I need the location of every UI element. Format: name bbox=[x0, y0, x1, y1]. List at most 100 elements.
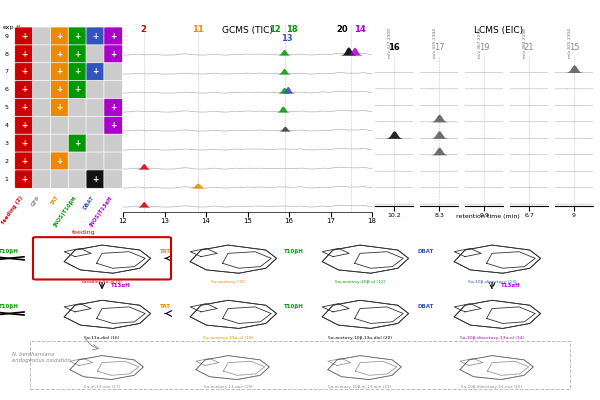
FancyBboxPatch shape bbox=[32, 27, 51, 46]
FancyBboxPatch shape bbox=[14, 45, 33, 63]
Text: 5α,10β-diacetoxy (13): 5α,10β-diacetoxy (13) bbox=[467, 280, 517, 284]
FancyBboxPatch shape bbox=[14, 152, 33, 170]
Text: T10βH: T10βH bbox=[0, 304, 19, 309]
Text: 7: 7 bbox=[4, 70, 8, 74]
FancyBboxPatch shape bbox=[32, 98, 51, 117]
Text: 14: 14 bbox=[354, 25, 366, 34]
FancyBboxPatch shape bbox=[68, 63, 87, 81]
Text: m/z 383.2198: m/z 383.2198 bbox=[523, 28, 527, 58]
FancyBboxPatch shape bbox=[104, 80, 122, 99]
FancyBboxPatch shape bbox=[104, 27, 122, 46]
Text: exp.#: exp.# bbox=[2, 25, 21, 30]
FancyBboxPatch shape bbox=[104, 170, 122, 188]
Text: 5α,13α-diol (16): 5α,13α-diol (16) bbox=[85, 336, 119, 340]
Text: T10βH: T10βH bbox=[284, 304, 304, 309]
FancyBboxPatch shape bbox=[104, 116, 122, 135]
Text: T13αH: T13αH bbox=[501, 284, 521, 288]
FancyBboxPatch shape bbox=[86, 63, 104, 81]
FancyBboxPatch shape bbox=[86, 134, 104, 152]
FancyBboxPatch shape bbox=[86, 80, 104, 99]
Text: LCMS (EIC): LCMS (EIC) bbox=[474, 26, 523, 35]
Text: +: + bbox=[92, 174, 98, 184]
Text: 5α-acetoxy-13α-ol (18): 5α-acetoxy-13α-ol (18) bbox=[203, 336, 253, 340]
Text: T10βH: T10βH bbox=[0, 249, 19, 254]
Text: +: + bbox=[110, 103, 116, 112]
FancyBboxPatch shape bbox=[14, 98, 33, 117]
Text: 20: 20 bbox=[337, 25, 349, 34]
Text: m/z 425.2304: m/z 425.2304 bbox=[568, 28, 572, 58]
FancyBboxPatch shape bbox=[86, 170, 104, 188]
Text: T13αH: T13αH bbox=[111, 284, 131, 288]
FancyBboxPatch shape bbox=[14, 170, 33, 188]
Text: TAT: TAT bbox=[160, 249, 170, 254]
Text: 18: 18 bbox=[286, 25, 298, 34]
Text: +: + bbox=[56, 85, 63, 94]
Text: 6: 6 bbox=[4, 87, 8, 92]
FancyBboxPatch shape bbox=[14, 27, 33, 46]
FancyBboxPatch shape bbox=[86, 98, 104, 117]
Text: 5α-acetoxy-13-one (19): 5α-acetoxy-13-one (19) bbox=[204, 385, 252, 389]
FancyBboxPatch shape bbox=[32, 80, 51, 99]
FancyBboxPatch shape bbox=[14, 80, 33, 99]
Text: +: + bbox=[110, 32, 116, 41]
Text: 5α-acetoxy-10β,13α-diol (20): 5α-acetoxy-10β,13α-diol (20) bbox=[328, 336, 392, 340]
Text: +: + bbox=[56, 103, 63, 112]
Text: 13: 13 bbox=[281, 34, 293, 43]
FancyBboxPatch shape bbox=[50, 63, 69, 81]
Text: 17: 17 bbox=[434, 43, 445, 52]
Text: +: + bbox=[74, 32, 80, 41]
Text: m/z 325.2143: m/z 325.2143 bbox=[433, 28, 437, 58]
Text: 5α-acetoxy (11): 5α-acetoxy (11) bbox=[211, 280, 245, 284]
Text: +: + bbox=[21, 103, 27, 112]
Text: +: + bbox=[74, 139, 80, 148]
Text: +: + bbox=[110, 50, 116, 58]
Text: 12: 12 bbox=[269, 25, 281, 34]
FancyBboxPatch shape bbox=[104, 63, 122, 81]
Text: +: + bbox=[110, 121, 116, 130]
FancyBboxPatch shape bbox=[32, 134, 51, 152]
FancyBboxPatch shape bbox=[32, 45, 51, 63]
FancyBboxPatch shape bbox=[86, 27, 104, 46]
Text: +: + bbox=[56, 157, 63, 166]
Text: +: + bbox=[21, 50, 27, 58]
Text: (NOS)T13αH: (NOS)T13αH bbox=[88, 195, 113, 228]
Text: 5α-acetoxy-10β-ol-13-one (21): 5α-acetoxy-10β-ol-13-one (21) bbox=[329, 385, 392, 389]
Text: +: + bbox=[56, 50, 63, 58]
Text: GFP: GFP bbox=[31, 195, 42, 208]
FancyBboxPatch shape bbox=[32, 116, 51, 135]
FancyBboxPatch shape bbox=[86, 116, 104, 135]
Text: 21: 21 bbox=[524, 43, 535, 52]
FancyBboxPatch shape bbox=[50, 152, 69, 170]
Text: +: + bbox=[21, 157, 27, 166]
Text: 9: 9 bbox=[4, 34, 8, 39]
FancyBboxPatch shape bbox=[14, 134, 33, 152]
FancyBboxPatch shape bbox=[68, 134, 87, 152]
Text: 2: 2 bbox=[141, 25, 146, 34]
Text: +: + bbox=[74, 50, 80, 58]
Text: 5α-acetoxy-10β-ol (12): 5α-acetoxy-10β-ol (12) bbox=[335, 280, 385, 284]
Text: (NOS)T10βH: (NOS)T10βH bbox=[52, 195, 77, 228]
Text: 16: 16 bbox=[388, 43, 400, 52]
Text: DBAT: DBAT bbox=[418, 249, 434, 254]
Text: N. benthamiana
endogenous oxidation: N. benthamiana endogenous oxidation bbox=[12, 352, 71, 363]
Text: +: + bbox=[56, 68, 63, 76]
Text: 5: 5 bbox=[4, 105, 8, 110]
FancyBboxPatch shape bbox=[14, 116, 33, 135]
Text: +: + bbox=[74, 68, 80, 76]
Text: feeding: feeding bbox=[72, 230, 96, 235]
Text: retention time (min): retention time (min) bbox=[455, 214, 520, 219]
Text: 15: 15 bbox=[569, 43, 580, 52]
FancyBboxPatch shape bbox=[32, 152, 51, 170]
FancyBboxPatch shape bbox=[50, 27, 69, 46]
FancyBboxPatch shape bbox=[104, 45, 122, 63]
Text: DBAT: DBAT bbox=[418, 304, 434, 309]
FancyBboxPatch shape bbox=[50, 98, 69, 117]
Text: taxadien-5α-ol (3): taxadien-5α-ol (3) bbox=[82, 280, 122, 284]
Text: TAT: TAT bbox=[160, 304, 170, 309]
Text: DBAT: DBAT bbox=[82, 195, 95, 211]
Text: T10βH: T10βH bbox=[284, 249, 304, 254]
Text: GCMS (TIC): GCMS (TIC) bbox=[222, 26, 273, 36]
FancyBboxPatch shape bbox=[14, 63, 33, 81]
Text: 1: 1 bbox=[4, 177, 8, 182]
FancyBboxPatch shape bbox=[32, 63, 51, 81]
